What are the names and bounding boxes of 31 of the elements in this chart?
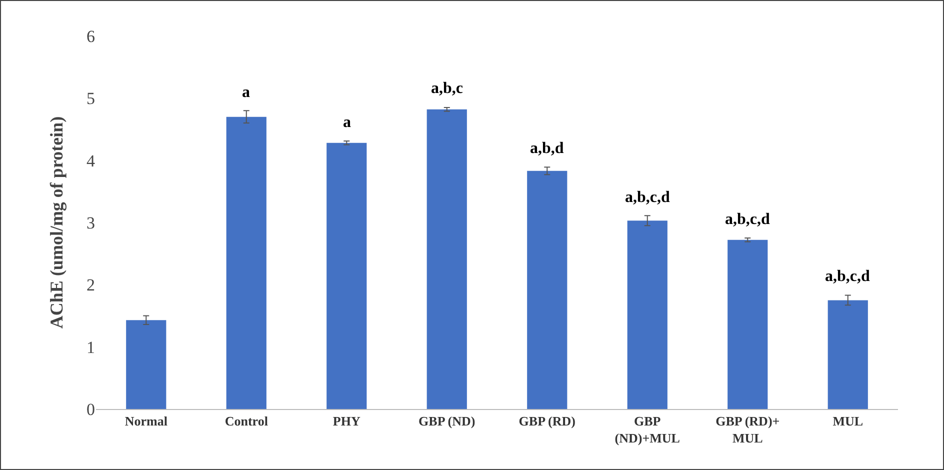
annotation: a: [242, 84, 250, 101]
annotation: a,b,c,d: [725, 211, 770, 228]
annotation: a: [343, 114, 351, 131]
y-tick-label: 0: [86, 400, 95, 419]
x-tick-label: GBP (ND): [418, 414, 476, 429]
x-tick-label: Control: [224, 414, 268, 429]
y-tick-label: 3: [86, 213, 95, 232]
bar: [527, 170, 568, 409]
bar: [828, 300, 868, 409]
bar: [226, 116, 266, 409]
annotation: a,b,d: [530, 140, 564, 157]
annotation: a,b,c,d: [825, 268, 870, 285]
bar: [627, 220, 668, 409]
y-tick-label: 5: [86, 89, 95, 108]
x-tick-label: PHY: [332, 414, 361, 429]
y-tick-label: 6: [86, 26, 95, 46]
y-tick-label: 4: [86, 151, 96, 170]
y-axis-title: AChE (umol/mg of protein): [46, 116, 67, 329]
y-tick-label: 2: [86, 276, 95, 295]
x-tick-label: GBP (RD): [518, 414, 576, 429]
y-tick-label: 1: [86, 338, 95, 357]
x-tick-label: GBP (ND)+MUL: [614, 414, 680, 446]
annotation: a,b,c,d: [625, 189, 670, 206]
bar: [126, 320, 166, 409]
bar: [426, 109, 467, 409]
bar: [728, 240, 768, 409]
x-tick-label: GBP (RD)+ MUL: [716, 414, 780, 446]
x-tick-label: MUL: [832, 414, 864, 429]
bar: [326, 142, 367, 409]
annotation: a,b,c: [431, 80, 463, 97]
x-tick-label: Normal: [124, 414, 168, 429]
